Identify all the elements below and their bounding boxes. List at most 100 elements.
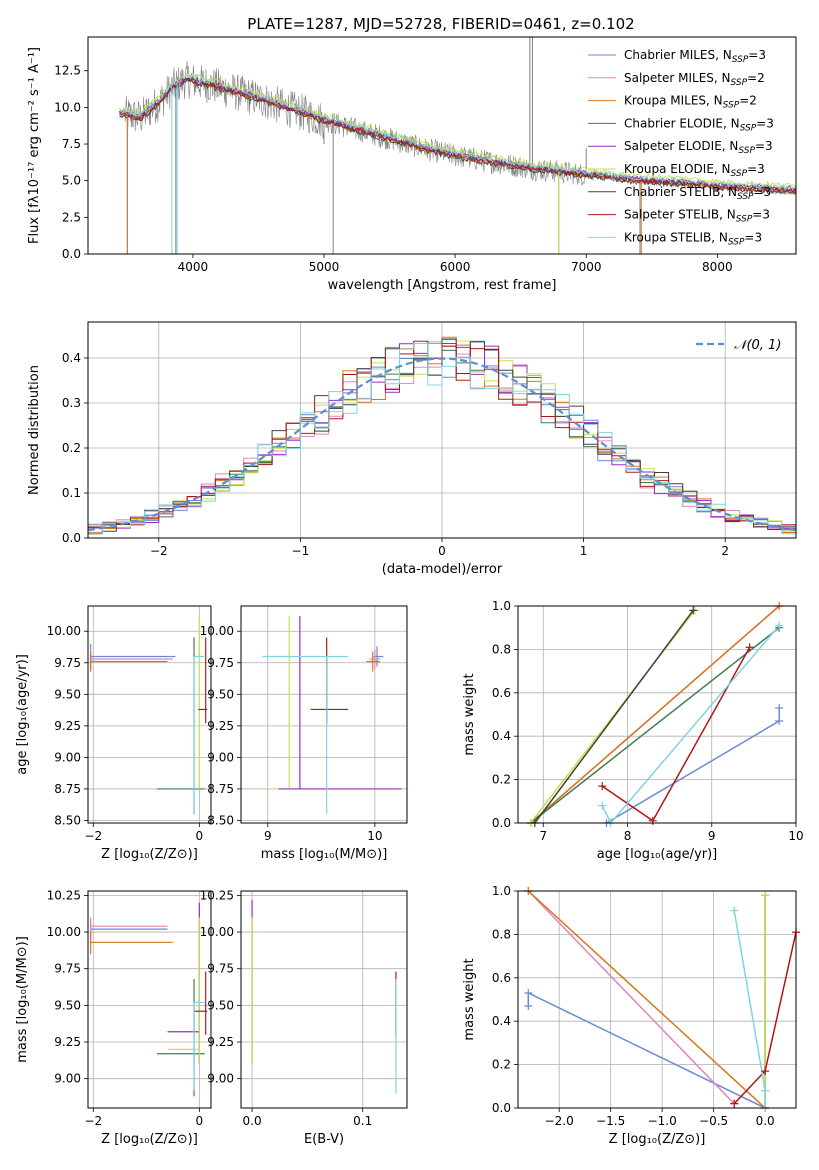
y-tick-label: 0.4 [62, 351, 81, 365]
x-axis-label: Z [log₁₀(Z/Z⊙)] [101, 1132, 198, 1147]
legend-label: Kroupa MILES, NSSP=2 [624, 94, 757, 111]
y-tick-label: 9.00 [54, 1072, 81, 1086]
panel-mass-vs-EBV: 0.0 0.1 9.00 9.25 9.50 9.75 10.00 10.25 E(B-V) [200, 888, 408, 1147]
panel-age-vs-mass: 9 10 8.50 8.75 9.00 9.25 9.50 9.75 10.00 mass [lo… [200, 605, 408, 862]
weight-line [530, 606, 780, 823]
y-tick-label: 0.6 [492, 971, 511, 985]
weight-line [527, 891, 766, 1108]
y-tick-label: 10.00 [200, 925, 234, 939]
panel-weight-vs-age: 7 8 9 10 0.0 0.2 0.4 0.6 0.8 1.0 age [log₁₀(age/yr… [462, 599, 804, 862]
y-tick-label: 0.2 [492, 1058, 511, 1072]
y-tick-label: 8.75 [207, 782, 234, 796]
y-tick-label: 1.0 [492, 884, 511, 898]
x-tick-label: 5000 [309, 260, 340, 274]
panel-age-vs-Z: −2 0 8.50 8.75 9.00 9.25 9.50 9.75 10.00 Z [log₁₀… [15, 605, 212, 862]
y-tick-label: 9.25 [207, 719, 234, 733]
axes-frame [240, 890, 408, 1109]
y-tick-label: 10.0 [54, 100, 81, 114]
weight-line [601, 646, 751, 822]
y-tick-label: 9.50 [54, 687, 81, 701]
y-tick-label: 0.0 [62, 531, 81, 545]
y-tick-label: 9.75 [207, 656, 234, 670]
x-tick-label: 9 [264, 829, 272, 843]
legend-label: Salpeter ELODIE, NSSP=3 [624, 139, 773, 156]
x-axis-label: Z [log₁₀(Z/Z⊙)] [609, 1132, 706, 1147]
figure-title: PLATE=1287, MJD=52728, FIBERID=0461, z=0… [247, 15, 634, 33]
panel-weight-vs-Z: −2.0 −1.5 −1.0 −0.5 0.0 0.0 0.2 0.4 0.6 0.8 1.0 Z [… [462, 884, 800, 1147]
weight-marker [689, 606, 698, 615]
x-tick-label: −0.5 [699, 1114, 728, 1128]
legend-label: Chabrier MILES, NSSP=3 [624, 48, 766, 65]
y-tick-label: 10.00 [47, 925, 81, 939]
legend-label: Kroupa ELODIE, NSSP=3 [624, 162, 765, 179]
weight-line [527, 891, 735, 1105]
y-tick-label: 0.2 [492, 773, 511, 787]
x-tick-label: 0 [196, 1114, 204, 1128]
y-tick-label: 0.6 [492, 686, 511, 700]
plot-area [90, 902, 208, 1097]
x-axis-label: E(B-V) [304, 1132, 344, 1147]
x-tick-label: 7 [539, 829, 547, 843]
x-tick-label: 10 [367, 829, 382, 843]
x-tick-label: −1.0 [648, 1114, 677, 1128]
weight-marker [598, 801, 607, 810]
y-tick-label: 0.0 [492, 816, 511, 830]
y-tick-label: 9.75 [54, 656, 81, 670]
y-tick-label: 0.8 [492, 642, 511, 656]
weight-line [534, 609, 694, 823]
y-tick-label: 0.0 [62, 247, 81, 261]
weight-line [606, 708, 780, 823]
y-tick-label: 0.4 [492, 729, 511, 743]
y-tick-label: 10.25 [200, 888, 234, 902]
x-axis-label: (data-model)/error [382, 562, 503, 577]
panel-spectrum: 4000 5000 6000 7000 8000 0.0 2.5 5.0 7.5 10.0 12.5… [27, 36, 797, 293]
y-tick-label: 9.25 [207, 1035, 234, 1049]
y-tick-label: 9.50 [207, 687, 234, 701]
y-tick-label: 9.00 [207, 1072, 234, 1086]
axes-frame [517, 890, 797, 1109]
y-axis-label: mass [log₁₀(M/M⊙)] [15, 936, 30, 1063]
axes-frame [87, 890, 212, 1109]
y-tick-label: 10.00 [200, 624, 234, 638]
y-tick-label: 12.5 [54, 64, 81, 78]
y-tick-label: 0.8 [492, 927, 511, 941]
y-tick-label: 9.25 [54, 1035, 81, 1049]
x-tick-label: 4000 [178, 260, 209, 274]
legend-label: Chabrier ELODIE, NSSP=3 [624, 116, 774, 133]
weight-marker [775, 717, 784, 726]
weight-marker [761, 1086, 770, 1095]
weight-marker [524, 1002, 533, 1011]
x-axis-label: age [log₁₀(age/yr)] [597, 847, 718, 862]
y-tick-label: 9.50 [207, 998, 234, 1012]
y-tick-label: 9.00 [207, 750, 234, 764]
x-tick-label: 7000 [571, 260, 602, 274]
x-tick-label: −2 [150, 544, 168, 558]
panel-mass-vs-Z: −2 0 9.00 9.25 9.50 9.75 10.00 10.25 Z [log₁₀(Z/… [15, 888, 212, 1147]
x-tick-label: −2.0 [545, 1114, 574, 1128]
y-axis-label: Flux [fλ10⁻¹⁷ erg cm⁻² s⁻¹ A⁻¹] [27, 47, 42, 244]
y-tick-label: 9.00 [54, 750, 81, 764]
plot-area [262, 616, 402, 815]
legend-label: Salpeter MILES, NSSP=2 [624, 71, 765, 88]
plot-area [530, 606, 780, 823]
y-tick-label: 0.0 [492, 1101, 511, 1115]
weight-line [601, 625, 780, 823]
weight-marker [761, 891, 770, 900]
y-tick-label: 10.00 [47, 624, 81, 638]
y-tick-label: 0.2 [62, 441, 81, 455]
model-spectrum [119, 71, 796, 189]
axes-frame [87, 321, 797, 539]
weight-line [530, 627, 780, 823]
y-tick-label: 8.50 [207, 813, 234, 827]
y-axis-label: mass weight [462, 673, 477, 755]
x-tick-label: 8 [624, 829, 632, 843]
x-tick-label: 0.0 [756, 1114, 775, 1128]
plot-area [90, 616, 208, 815]
weight-marker [730, 1099, 739, 1108]
y-tick-label: 0.1 [62, 486, 81, 500]
x-tick-label: −2 [84, 829, 102, 843]
x-tick-label: 2 [721, 544, 729, 558]
weight-line [527, 991, 766, 1108]
weight-marker [775, 621, 784, 630]
